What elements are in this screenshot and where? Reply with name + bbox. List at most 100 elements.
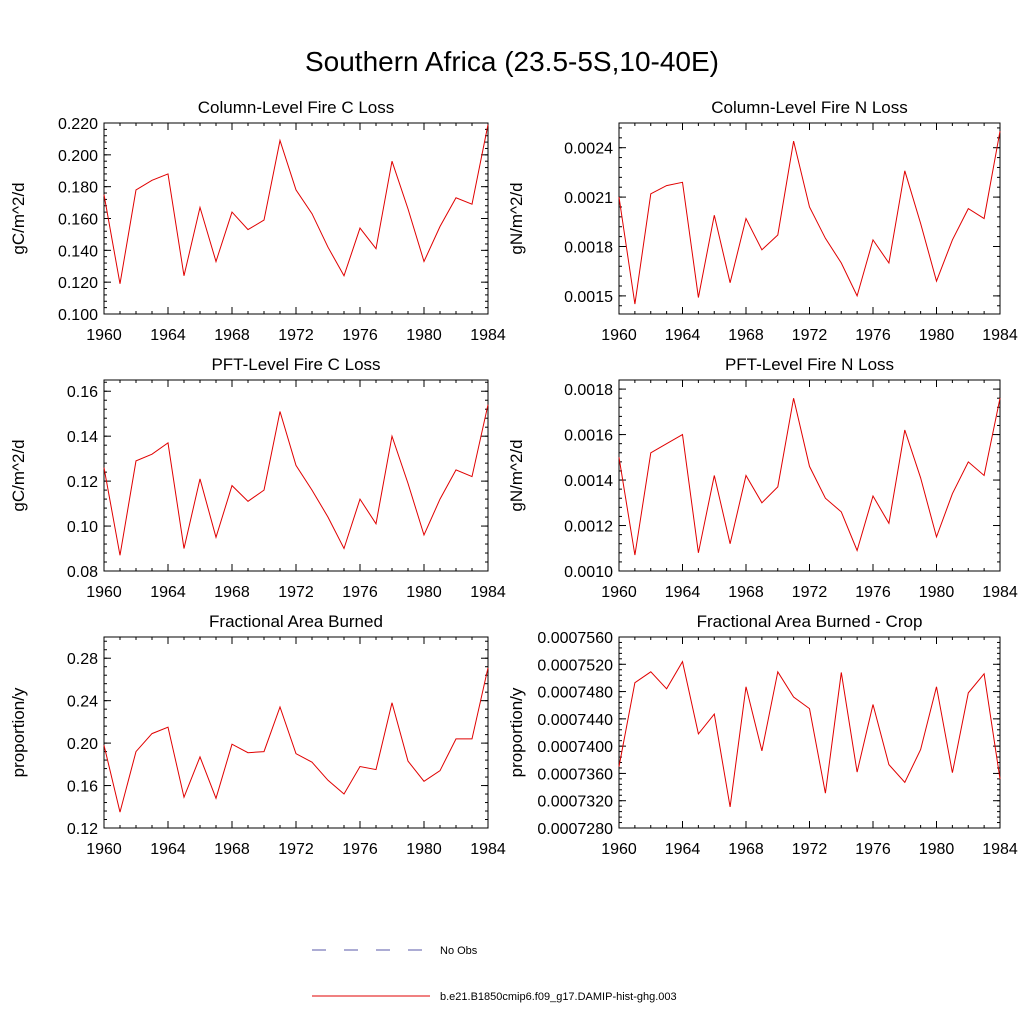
x-tick-label: 1968 bbox=[728, 841, 764, 858]
y-tick-label: 0.100 bbox=[58, 307, 98, 324]
y-tick-label: 0.120 bbox=[58, 275, 98, 292]
x-tick-label: 1980 bbox=[406, 584, 442, 601]
y-tick-label: 0.12 bbox=[67, 821, 98, 838]
x-tick-label: 1968 bbox=[214, 584, 250, 601]
y-tick-label: 0.0016 bbox=[564, 428, 613, 445]
y-tick-label: 0.0012 bbox=[564, 519, 613, 536]
x-tick-label: 1984 bbox=[982, 584, 1018, 601]
y-tick-label: 0.0021 bbox=[564, 190, 613, 207]
panel-title: Column-Level Fire C Loss bbox=[198, 98, 395, 117]
x-tick-label: 1964 bbox=[150, 584, 186, 601]
plot-frame bbox=[103, 636, 489, 829]
y-axis-label: proportion/y bbox=[9, 687, 28, 777]
y-tick-label: 0.0024 bbox=[564, 141, 613, 158]
x-tick-label: 1960 bbox=[601, 584, 637, 601]
series-line bbox=[618, 398, 1001, 556]
x-tick-label: 1976 bbox=[342, 584, 378, 601]
x-tick-label: 1976 bbox=[342, 327, 378, 344]
x-tick-label: 1972 bbox=[278, 327, 314, 344]
x-tick-label: 1972 bbox=[792, 327, 828, 344]
series-line bbox=[103, 124, 489, 284]
y-tick-label: 0.0007400 bbox=[537, 739, 613, 756]
panel-title: Column-Level Fire N Loss bbox=[711, 98, 908, 117]
y-tick-label: 0.0007520 bbox=[537, 657, 613, 674]
y-tick-label: 0.160 bbox=[58, 212, 98, 229]
series-line bbox=[103, 667, 489, 813]
legend-label-model: b.e21.B1850cmip6.f09_g17.DAMIP-hist-ghg.… bbox=[440, 991, 677, 1003]
chart-panel-4: 1960 1964 1968 1972 1976 1980 1984 0.0010 0.0012… bbox=[507, 355, 1018, 601]
x-tick-label: 1976 bbox=[855, 841, 891, 858]
y-tick-label: 0.16 bbox=[67, 779, 98, 796]
y-tick-label: 0.10 bbox=[67, 519, 98, 536]
x-tick-label: 1968 bbox=[214, 841, 250, 858]
x-tick-label: 1972 bbox=[792, 841, 828, 858]
x-tick-label: 1968 bbox=[728, 327, 764, 344]
y-tick-label: 0.24 bbox=[67, 694, 98, 711]
x-tick-label: 1972 bbox=[278, 841, 314, 858]
y-tick-label: 0.0007320 bbox=[537, 794, 613, 811]
y-axis-label: gN/m^2/d bbox=[507, 439, 526, 511]
x-tick-label: 1984 bbox=[470, 841, 506, 858]
x-tick-label: 1984 bbox=[982, 841, 1018, 858]
y-axis-label: gC/m^2/d bbox=[9, 439, 28, 511]
plot-frame bbox=[618, 122, 1001, 315]
x-tick-label: 1968 bbox=[214, 327, 250, 344]
x-tick-label: 1984 bbox=[470, 327, 506, 344]
chart-panel-1: 1960 1964 1968 1972 1976 1980 1984 0.100 0.120 0.… bbox=[9, 98, 506, 344]
series-line bbox=[618, 660, 1001, 807]
y-tick-label: 0.0010 bbox=[564, 564, 613, 581]
y-axis-label: proportion/y bbox=[507, 687, 526, 777]
panel-title: Fractional Area Burned - Crop bbox=[697, 612, 923, 631]
y-tick-label: 0.0014 bbox=[564, 473, 613, 490]
y-axis-label: gC/m^2/d bbox=[9, 182, 28, 254]
panel-title: PFT-Level Fire C Loss bbox=[211, 355, 380, 374]
x-tick-label: 1964 bbox=[150, 841, 186, 858]
y-tick-label: 0.0007480 bbox=[537, 685, 613, 702]
x-tick-label: 1980 bbox=[919, 841, 955, 858]
y-tick-label: 0.140 bbox=[58, 243, 98, 260]
x-tick-label: 1984 bbox=[982, 327, 1018, 344]
chart-panel-5: 1960 1964 1968 1972 1976 1980 1984 0.12 0.16 0.20… bbox=[9, 612, 506, 858]
x-tick-label: 1964 bbox=[665, 327, 701, 344]
x-tick-label: 1968 bbox=[728, 584, 764, 601]
x-tick-label: 1960 bbox=[86, 327, 122, 344]
x-tick-label: 1980 bbox=[919, 584, 955, 601]
y-tick-label: 0.200 bbox=[58, 148, 98, 165]
y-axis-label: gN/m^2/d bbox=[507, 182, 526, 254]
x-tick-label: 1960 bbox=[86, 584, 122, 601]
y-tick-label: 0.14 bbox=[67, 429, 98, 446]
x-tick-label: 1984 bbox=[470, 584, 506, 601]
y-tick-label: 0.0018 bbox=[564, 239, 613, 256]
series-line bbox=[103, 404, 489, 556]
x-tick-label: 1976 bbox=[855, 584, 891, 601]
legend: No Obs b.e21.B1850cmip6.f09_g17.DAMIP-hi… bbox=[312, 945, 677, 1003]
x-tick-label: 1976 bbox=[342, 841, 378, 858]
x-tick-label: 1960 bbox=[601, 841, 637, 858]
y-tick-label: 0.0007560 bbox=[537, 630, 613, 647]
series-line bbox=[618, 131, 1001, 305]
x-tick-label: 1972 bbox=[278, 584, 314, 601]
plot-frame bbox=[103, 122, 489, 315]
y-tick-label: 0.28 bbox=[67, 651, 98, 668]
y-tick-label: 0.0015 bbox=[564, 289, 613, 306]
x-tick-label: 1976 bbox=[855, 327, 891, 344]
y-tick-label: 0.0007280 bbox=[537, 821, 613, 838]
y-tick-label: 0.220 bbox=[58, 116, 98, 133]
plot-frame bbox=[618, 636, 1001, 829]
x-tick-label: 1960 bbox=[601, 327, 637, 344]
y-tick-label: 0.08 bbox=[67, 564, 98, 581]
panel-title: Fractional Area Burned bbox=[209, 612, 383, 631]
x-tick-label: 1964 bbox=[665, 841, 701, 858]
chart-panel-2: 1960 1964 1968 1972 1976 1980 1984 0.0015 0.0018… bbox=[507, 98, 1018, 344]
y-tick-label: 0.16 bbox=[67, 384, 98, 401]
x-tick-label: 1980 bbox=[919, 327, 955, 344]
x-tick-label: 1980 bbox=[406, 841, 442, 858]
x-tick-label: 1972 bbox=[792, 584, 828, 601]
chart-panel-6: 1960 1964 1968 1972 1976 1980 1984 0.0007280 0.0… bbox=[507, 612, 1018, 858]
y-tick-label: 0.180 bbox=[58, 180, 98, 197]
x-tick-label: 1960 bbox=[86, 841, 122, 858]
y-tick-label: 0.12 bbox=[67, 474, 98, 491]
y-tick-label: 0.0007440 bbox=[537, 712, 613, 729]
x-tick-label: 1980 bbox=[406, 327, 442, 344]
